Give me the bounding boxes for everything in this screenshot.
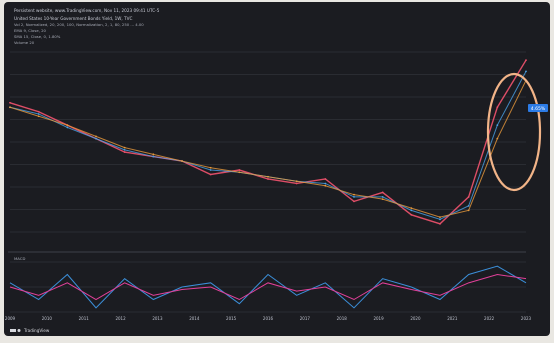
tradingview-logo-icon (10, 329, 21, 332)
series-1-point-4 (123, 148, 126, 151)
annotation-circle (486, 72, 542, 192)
price-label: 4.65% (531, 106, 546, 112)
time-axis-tick-label: 2015 (226, 316, 237, 321)
lower-series-line-0 (9, 265, 527, 309)
time-axis-tick-label: 2013 (152, 316, 163, 321)
time-axis-tick-label: 2014 (189, 316, 200, 321)
time-axis-tick-label: 2009 (5, 316, 16, 321)
header-line-2: United States 10-Year Government Bonds Y… (14, 16, 132, 21)
header-line-3: Vol 2, Normalized, 20, 200, 100, Normali… (14, 22, 144, 27)
series-1-point-2 (66, 126, 69, 129)
series-2-point-2 (66, 124, 69, 127)
time-axis-tick-label: 2023 (521, 316, 532, 321)
price-label-box (528, 104, 548, 112)
time-axis-tick-label: 2021 (447, 316, 458, 321)
time-axis-tick-label: 2012 (115, 316, 126, 321)
series-0-point-9 (267, 178, 269, 180)
footer-logo-text: TradingView (23, 328, 50, 333)
series-1-point-14 (410, 209, 413, 212)
header-line-6: Volume 20 (14, 40, 35, 45)
series-0-point-8 (238, 169, 241, 171)
series-0-point-4 (123, 151, 126, 153)
series-1-point-15 (439, 218, 441, 221)
series-2-point-13 (381, 198, 384, 201)
header-line-4: EMA 9, Close, 20 (14, 28, 46, 33)
series-2-point-8 (238, 171, 241, 174)
header-line-1: Persistent website, www.TradingView.com,… (14, 8, 160, 13)
series-2-point-11 (324, 184, 327, 187)
series-2-point-15 (439, 216, 441, 218)
time-axis-tick-label: 2016 (263, 316, 274, 321)
series-0-point-11 (324, 178, 327, 180)
series-0-point-18 (525, 59, 527, 62)
series-1-point-13 (381, 196, 384, 198)
series-0-point-16 (467, 196, 470, 198)
series-2-point-7 (209, 166, 212, 169)
series-0-point-0 (9, 101, 11, 104)
time-axis-tick-label: 2011 (79, 316, 90, 321)
series-1-point-18 (525, 70, 527, 73)
time-axis-tick-label: 2010 (42, 316, 53, 321)
series-0-point-1 (37, 110, 40, 113)
series-0-point-15 (439, 222, 441, 225)
lower-pane-series (9, 265, 527, 309)
lower-pane-grid (10, 261, 526, 313)
header-line-5: SMA 15, Close, 0, 1.80% (14, 34, 61, 39)
main-pane-series (9, 59, 527, 225)
series-2-point-4 (123, 146, 126, 149)
series-2-point-16 (467, 209, 470, 212)
time-axis-tick-label: 2020 (410, 316, 421, 321)
time-axis: 2009 2010 2011 2012 2013 2014 2015 2016 2017 2018… (5, 316, 532, 321)
series-2-point-3 (95, 135, 97, 138)
lower-pane-title: MACD (14, 256, 25, 261)
time-axis-tick-label: 2022 (484, 316, 495, 321)
series-1-point-3 (95, 137, 97, 140)
series-2-point-0 (9, 106, 11, 109)
series-2-point-12 (353, 193, 355, 196)
series-1-point-7 (209, 169, 212, 171)
series-0-point-7 (209, 173, 212, 176)
lower-series-line-1 (9, 273, 527, 301)
series-2-point-1 (37, 115, 40, 118)
time-axis-tick-label: 2019 (373, 316, 384, 321)
series-1-point-1 (37, 113, 40, 115)
series-2-point-10 (295, 180, 298, 183)
time-axis-tick-label: 2017 (300, 316, 311, 321)
main-pane-grid (10, 51, 526, 233)
series-1-point-17 (496, 124, 499, 127)
series-0-point-17 (496, 106, 499, 109)
series-1-point-5 (152, 155, 155, 158)
series-1-point-16 (467, 204, 470, 207)
series-2-point-9 (267, 175, 269, 178)
series-1-point-11 (324, 182, 327, 185)
series-0-point-14 (410, 213, 413, 216)
series-2-point-6 (181, 160, 183, 162)
series-1-point-12 (353, 196, 355, 198)
series-0-point-13 (381, 191, 384, 194)
screen-background (4, 2, 550, 336)
series-0-point-12 (353, 200, 355, 203)
series-2-point-17 (496, 137, 499, 140)
series-2-point-14 (410, 207, 413, 210)
time-axis-tick-label: 2018 (337, 316, 348, 321)
series-0-point-10 (295, 182, 298, 185)
series-2-point-5 (152, 153, 155, 156)
